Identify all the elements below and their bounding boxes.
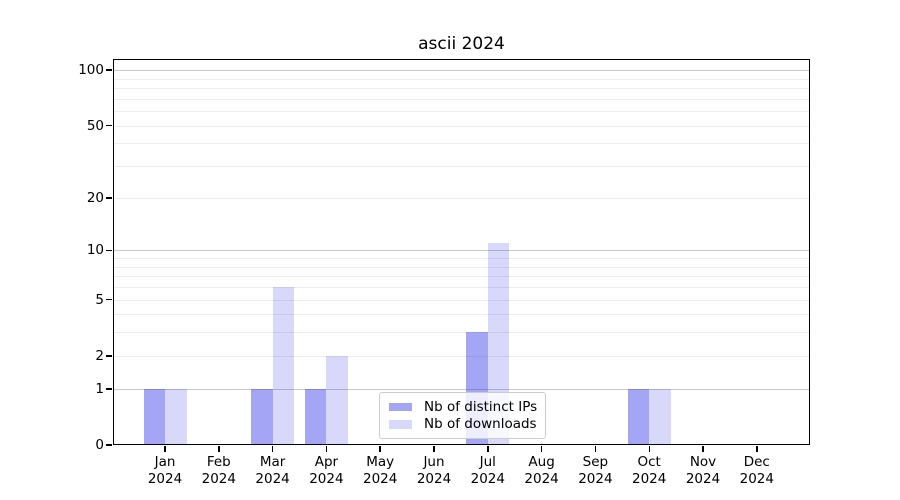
y-tick [106, 298, 112, 301]
gridline-minor [113, 98, 810, 100]
grid-layer [113, 59, 810, 445]
gridline-major [113, 388, 810, 390]
chart-title: ascii 2024 [418, 34, 505, 54]
plot-area: 100 50 20 10 5 2 1 0 Jan 2024 Feb 2024 Mar 2024 Apr 202… [78, 59, 810, 487]
x-tick-label: Dec 2024 [739, 454, 774, 487]
y-tick-label: 0 [95, 437, 104, 453]
x-tick [756, 446, 758, 452]
x-tick-label: Mar 2024 [255, 454, 290, 487]
gridline-minor [113, 355, 810, 357]
gridline-minor [113, 143, 810, 145]
gridline-minor [113, 78, 810, 80]
x-tick [648, 446, 650, 452]
gridline-major [113, 70, 810, 72]
y-tick [106, 388, 112, 390]
legend: Nb of distinct IPs Nb of downloads [379, 392, 546, 439]
x-tick [218, 446, 220, 452]
gridline-major [113, 250, 810, 252]
gridline-minor [113, 299, 810, 301]
gridline-minor [113, 166, 810, 168]
x-tick-label: Aug 2024 [524, 454, 559, 487]
bar-downloads [649, 388, 671, 445]
bar-downloads [165, 388, 187, 445]
y-tick-label: 10 [86, 242, 104, 259]
y-tick-label: 5 [95, 291, 104, 308]
bar-distinct-ips [251, 388, 273, 445]
x-tick [164, 446, 166, 452]
bar-distinct-ips [143, 388, 165, 445]
y-tick [106, 69, 112, 71]
x-tick-label: Jun 2024 [416, 454, 452, 487]
gridline-minor [113, 197, 810, 199]
gridline-minor [113, 332, 810, 334]
y-tick [106, 197, 112, 199]
gridline-minor [113, 111, 810, 113]
x-tick [433, 446, 435, 452]
bar-downloads [326, 355, 348, 445]
y-tick-label: 2 [95, 347, 104, 364]
x-tick-label: Feb 2024 [201, 454, 236, 487]
gridline-minor [113, 88, 810, 90]
x-tick [594, 446, 597, 452]
bar-distinct-ips [627, 388, 650, 445]
x-tick-label: Sep 2024 [578, 454, 613, 487]
x-tick [487, 446, 489, 452]
gridline-minor [113, 258, 810, 259]
x-tick-label: Oct 2024 [632, 454, 667, 487]
bar-downloads [272, 287, 295, 445]
y-tick-label: 20 [86, 189, 104, 206]
x-tick-label: Jan 2024 [147, 454, 183, 487]
legend-item-distinct-ips: Nb of distinct IPs [389, 398, 537, 416]
y-tick [106, 355, 112, 357]
gridline-minor [113, 276, 810, 278]
axis-layer: 100 50 20 10 5 2 1 0 Jan 2024 Feb 2024 Mar 2024 Apr 202… [78, 59, 810, 487]
y-tick [106, 444, 112, 446]
legend-swatch-distinct-ips [389, 402, 412, 411]
x-tick-label: May 2024 [363, 454, 398, 487]
x-tick-label: Jul 2024 [470, 454, 505, 487]
x-tick [271, 446, 274, 452]
x-tick-label: Apr 2024 [309, 454, 344, 487]
x-tick [540, 446, 543, 452]
legend-label: Nb of distinct IPs [424, 398, 538, 415]
y-tick-label: 100 [78, 62, 104, 79]
legend-item-downloads: Nb of downloads [389, 416, 537, 434]
y-tick-label: 50 [86, 117, 104, 134]
x-tick [702, 446, 704, 452]
legend-label: Nb of downloads [424, 416, 537, 433]
gridline-minor [113, 287, 810, 288]
x-tick-label: Nov 2024 [685, 454, 721, 487]
bar-distinct-ips [304, 388, 327, 445]
gridline-minor [113, 314, 810, 316]
y-tick [106, 124, 112, 127]
legend-swatch-downloads [389, 420, 412, 429]
x-tick [379, 446, 381, 452]
x-tick [325, 446, 328, 452]
y-tick-label: 1 [95, 380, 104, 397]
gridline-minor [113, 266, 810, 268]
gridline-minor [113, 125, 810, 127]
y-tick [106, 249, 112, 251]
